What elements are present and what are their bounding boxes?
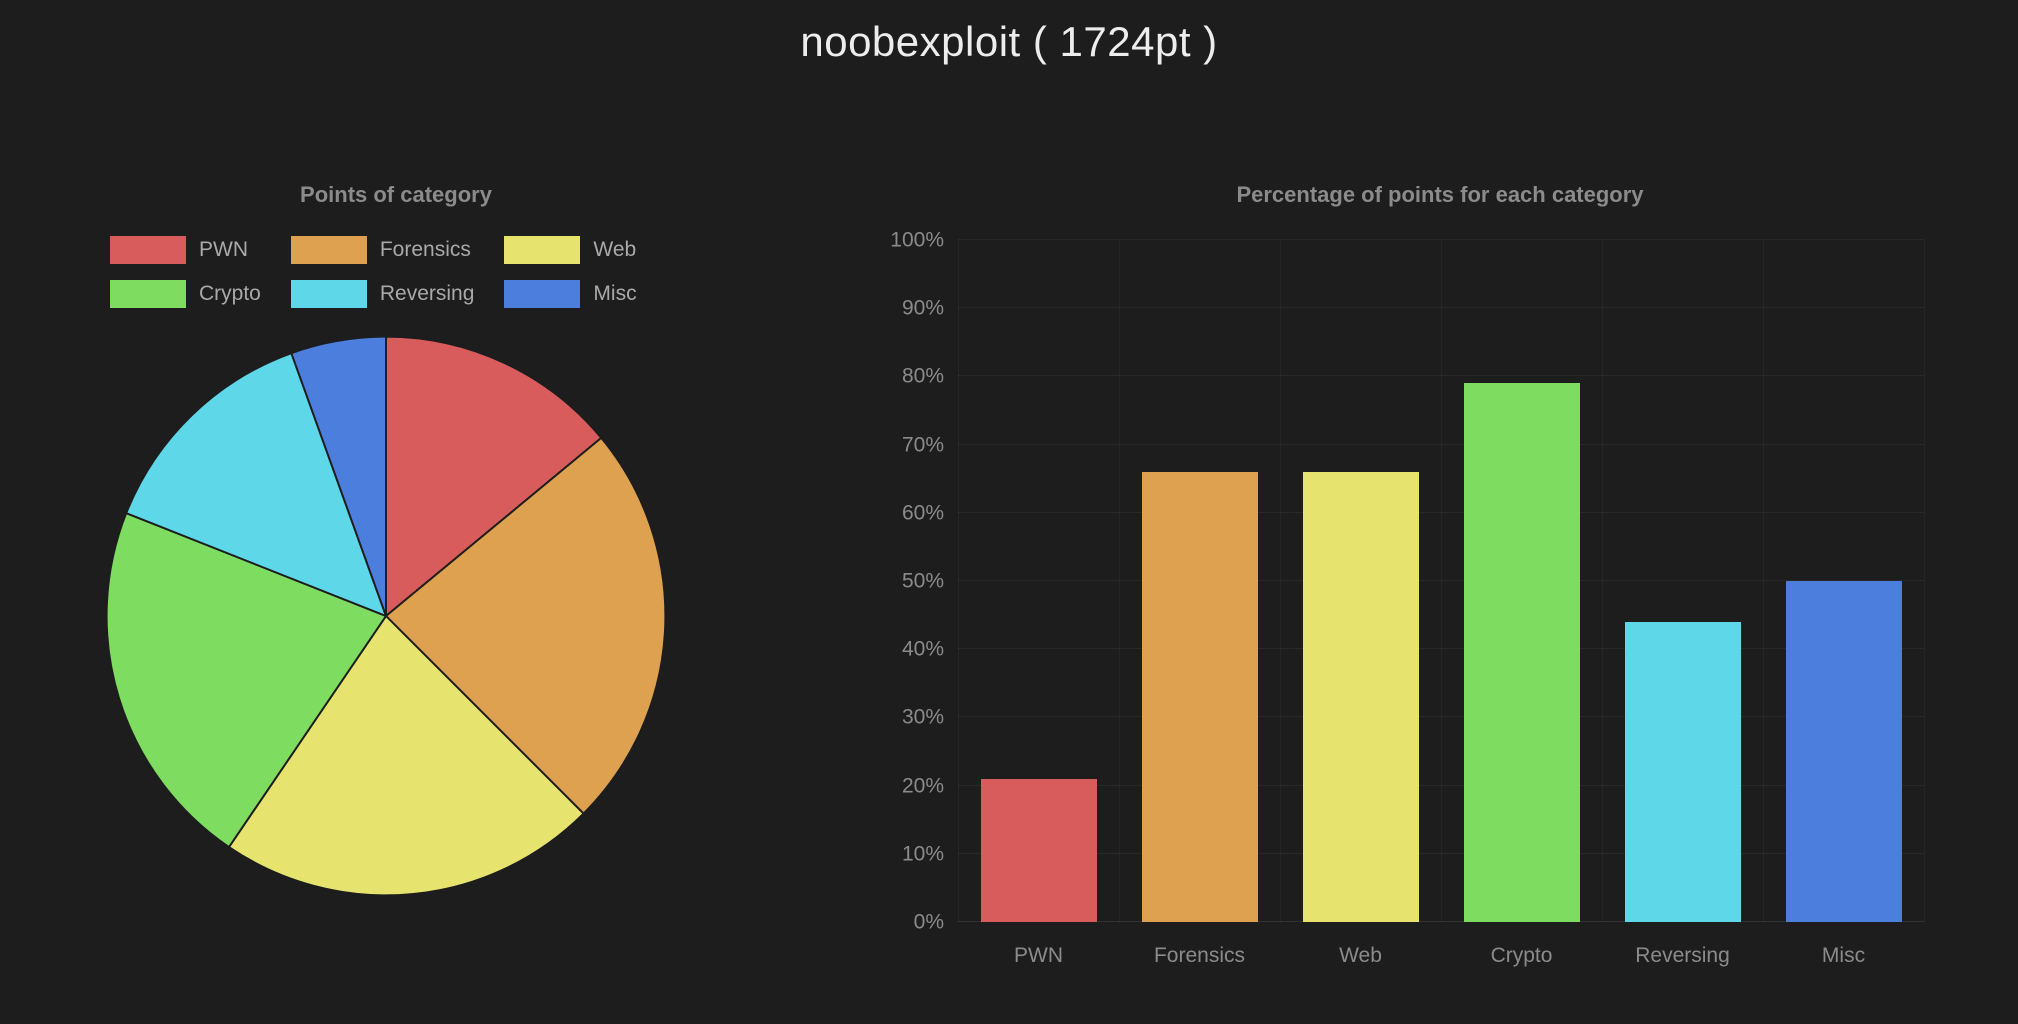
legend-swatch-crypto [110, 280, 186, 308]
legend-item-web[interactable]: Web [504, 236, 636, 264]
legend-label: Crypto [199, 282, 261, 305]
pie-slice-forensics[interactable] [384, 436, 667, 815]
legend-swatch-reversing [290, 280, 367, 308]
legend-label: PWN [199, 238, 248, 261]
legend-item-misc[interactable]: Misc [504, 280, 637, 308]
bar-pwn[interactable] [980, 778, 1097, 922]
pie-slice-reversing[interactable] [124, 351, 388, 618]
y-tick-label: 30% [901, 705, 944, 729]
gridline-vertical [1763, 240, 1764, 922]
y-tick-label: 60% [901, 501, 944, 525]
bar-column-reversing [1602, 240, 1763, 922]
bar-chart-section: Percentage of points for each category 0… [864, 182, 1925, 968]
bar-reversing[interactable] [1624, 621, 1741, 922]
bar-column-crypto [1441, 240, 1602, 922]
bar-chart-title: Percentage of points for each category [1236, 182, 1644, 207]
y-tick-label: 70% [901, 433, 944, 457]
bar-column-web [1280, 240, 1441, 922]
x-tick-label-reversing: Reversing [1635, 944, 1730, 967]
legend-swatch-forensics [290, 236, 367, 264]
gridline-vertical [1441, 240, 1442, 922]
gridline-horizontal [958, 921, 1924, 922]
x-tick-label-web: Web [1339, 944, 1382, 967]
y-tick-label: 40% [901, 637, 944, 661]
gridline-horizontal [958, 716, 1924, 718]
legend-item-reversing[interactable]: Reversing [290, 280, 475, 308]
gridline-horizontal [958, 852, 1924, 854]
gridline-horizontal [958, 580, 1924, 581]
y-axis: 0% 10% 20% 30% 40% 50% 60% 70% 80% 90% 100% [864, 230, 944, 933]
pie-legend: PWN Forensics Web Crypto Reversing Misc [110, 236, 696, 308]
gridline-horizontal [958, 307, 1924, 309]
gridline-horizontal [958, 239, 1924, 240]
gridline-horizontal [958, 784, 1924, 786]
y-tick-label: 90% [901, 296, 944, 320]
pie-slice-pwn[interactable] [385, 335, 603, 619]
gridline-vertical [958, 240, 959, 922]
legend-item-crypto[interactable]: Crypto [110, 280, 261, 308]
gridline-horizontal [958, 648, 1924, 650]
gridline-vertical [1601, 240, 1603, 922]
bar-chart[interactable]: 0% 10% 20% 30% 40% 50% 60% 70% 80% 90% 100% [864, 230, 1925, 933]
legend-swatch-misc [504, 280, 581, 308]
legend-swatch-pwn [110, 236, 186, 264]
pie-slice-crypto[interactable] [105, 511, 388, 849]
charts-container: Points of category PWN Forensics Web Crypto… [0, 182, 2018, 968]
gridline-vertical [1924, 240, 1925, 922]
pie-chart[interactable] [96, 326, 676, 906]
pie-chart-title: Points of category [300, 182, 492, 207]
gridline-vertical [1118, 240, 1120, 922]
page-title: noobexploit ( 1724pt ) [800, 18, 1218, 65]
y-tick-label: 10% [901, 842, 944, 866]
y-tick-label: 50% [901, 569, 944, 593]
pie-slice-web[interactable] [227, 614, 585, 897]
x-tick-label-misc: Misc [1821, 944, 1866, 967]
legend-label: Misc [593, 282, 637, 305]
legend-item-pwn[interactable]: PWN [110, 236, 261, 264]
gridline-horizontal [958, 511, 1924, 513]
bar-misc[interactable] [1785, 581, 1902, 922]
gridline-horizontal [958, 443, 1924, 445]
x-tick-label-crypto: Crypto [1490, 944, 1553, 967]
y-tick-label: 20% [901, 774, 944, 798]
bar-forensics[interactable] [1141, 471, 1258, 922]
legend-label: Reversing [379, 282, 475, 305]
x-tick-label-forensics: Forensics [1153, 944, 1246, 967]
bar-web[interactable] [1302, 471, 1419, 922]
bar-column-pwn [958, 240, 1119, 922]
x-axis: PWN Forensics Web Crypto Reversing Misc [958, 944, 1924, 968]
y-tick-label: 0% [913, 910, 944, 934]
bars-container [958, 240, 1924, 922]
gridline-vertical [1279, 240, 1281, 922]
y-tick-label: 100% [890, 228, 944, 252]
bar-column-misc [1763, 240, 1924, 922]
legend-label: Web [593, 238, 637, 261]
bar-column-forensics [1119, 240, 1280, 922]
y-tick-label: 80% [901, 364, 944, 388]
legend-label: Forensics [379, 238, 471, 261]
legend-item-forensics[interactable]: Forensics [290, 236, 475, 264]
bar-crypto[interactable] [1463, 383, 1580, 922]
x-tick-label-pwn: PWN [1014, 944, 1063, 967]
gridline-horizontal [958, 375, 1924, 377]
bar-plot-area [958, 239, 1925, 922]
legend-swatch-web [504, 236, 581, 264]
pie-slice-misc[interactable] [290, 335, 387, 617]
pie-chart-section: Points of category PWN Forensics Web Crypto… [96, 182, 696, 968]
